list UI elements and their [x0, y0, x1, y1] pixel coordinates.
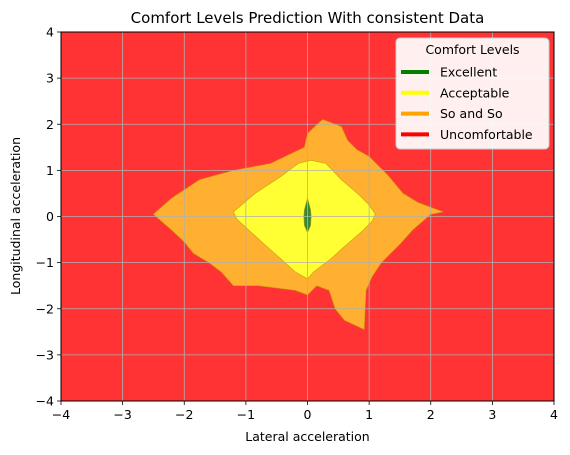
legend-label: So and So	[440, 106, 503, 121]
y-tick-label: 2	[46, 117, 54, 132]
legend-title: Comfort Levels	[425, 42, 519, 57]
x-tick-label: 1	[365, 407, 373, 422]
x-tick-label: 0	[304, 407, 312, 422]
x-tick-label: −2	[175, 407, 193, 422]
x-tick-label: 4	[550, 407, 558, 422]
x-axis-label: Lateral acceleration	[245, 429, 369, 444]
y-tick-label: 4	[46, 25, 54, 40]
legend: Comfort Levels Excellent Acceptable So and …	[395, 37, 550, 150]
legend-label: Excellent	[440, 65, 497, 80]
legend-label: Acceptable	[440, 85, 510, 100]
legend-box	[395, 37, 550, 150]
x-tick-label: 2	[427, 407, 435, 422]
y-tick-label: 3	[46, 71, 54, 86]
y-tick-label: −1	[36, 255, 54, 270]
x-tick-label: −4	[52, 407, 70, 422]
axis-ticks: −4 −3 −2 −1 0 1 2 3 4 −4 −3 −2 −1 0 1 2 3 4	[36, 25, 558, 423]
legend-label: Uncomfortable	[440, 127, 533, 142]
x-tick-label: −1	[237, 407, 255, 422]
y-tick-label: 0	[46, 209, 54, 224]
x-tick-label: −3	[113, 407, 131, 422]
y-axis-label: Longitudinal acceleration	[8, 137, 23, 295]
y-tick-label: −4	[36, 394, 54, 409]
y-tick-label: −3	[36, 347, 54, 362]
y-tick-label: 1	[46, 163, 54, 178]
chart-title: Comfort Levels Prediction With consisten…	[131, 9, 485, 27]
y-tick-label: −2	[36, 301, 54, 316]
x-tick-label: 3	[488, 407, 496, 422]
